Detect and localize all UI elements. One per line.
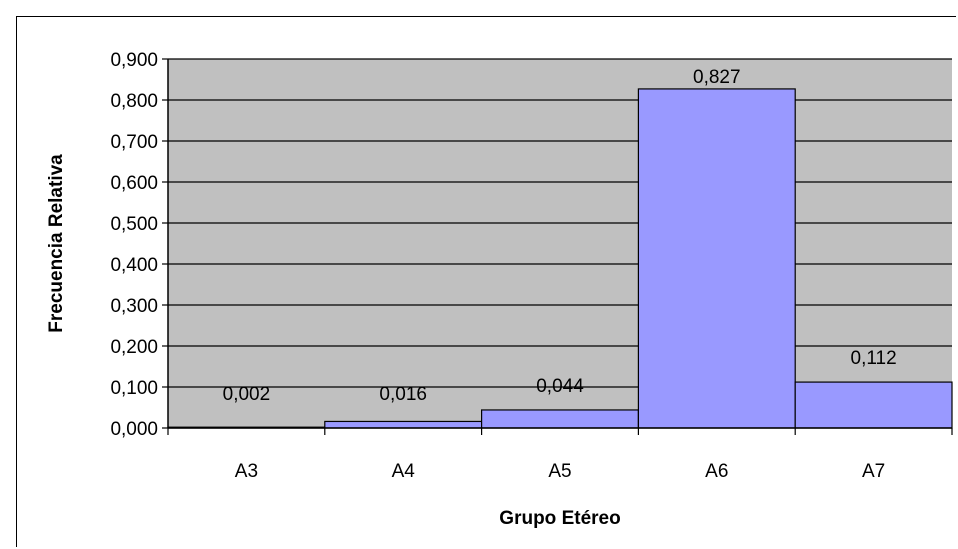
y-tick-label: 0,200 bbox=[110, 337, 158, 358]
x-tick-label: A4 bbox=[392, 461, 416, 482]
bar-a4 bbox=[324, 420, 483, 429]
bar-a5 bbox=[481, 409, 640, 429]
y-tick-label: 0,900 bbox=[110, 50, 158, 71]
data-labels: 0,002 0,016 0,044 0,827 0,112 bbox=[223, 67, 897, 405]
data-label: 0,044 bbox=[536, 376, 584, 397]
y-tick-label: 0,100 bbox=[110, 378, 158, 399]
axes bbox=[162, 58, 953, 435]
y-tick-label: 0,500 bbox=[110, 214, 158, 235]
bar-a6 bbox=[637, 88, 796, 429]
data-label: 0,827 bbox=[693, 67, 741, 88]
x-axis-title: Grupo Etéreo bbox=[499, 508, 620, 529]
y-axis-title: Frecuencia Relativa bbox=[46, 154, 67, 333]
bars bbox=[167, 88, 953, 429]
y-tick-labels: 0,000 0,100 0,200 0,300 0,400 0,500 0,600 0,700… bbox=[110, 50, 158, 440]
chart-frame bbox=[16, 16, 956, 547]
data-label: 0,002 bbox=[223, 384, 271, 405]
y-tick-label: 0,300 bbox=[110, 296, 158, 317]
x-tick-label: A6 bbox=[705, 461, 728, 482]
y-tick-label: 0,800 bbox=[110, 91, 158, 112]
y-tick-label: 0,400 bbox=[110, 255, 158, 276]
data-label: 0,016 bbox=[379, 384, 427, 405]
bar-a7 bbox=[794, 381, 953, 429]
gridlines bbox=[168, 58, 952, 388]
x-tick-labels: A3 A4 A5 A6 A7 bbox=[235, 461, 885, 482]
x-tick-label: A7 bbox=[862, 461, 885, 482]
y-tick-label: 0,700 bbox=[110, 132, 158, 153]
plot-area bbox=[168, 59, 952, 428]
x-tick-label: A5 bbox=[548, 461, 571, 482]
y-tick-label: 0,000 bbox=[110, 419, 158, 440]
x-tick-label: A3 bbox=[235, 461, 258, 482]
data-label: 0,112 bbox=[851, 348, 897, 369]
y-tick-label: 0,600 bbox=[110, 173, 158, 194]
